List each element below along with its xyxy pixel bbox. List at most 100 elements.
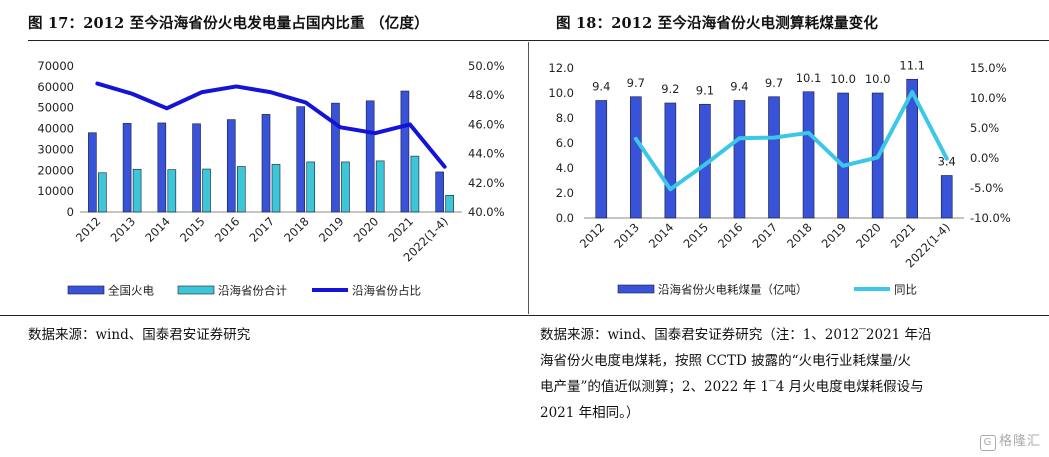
bar (296, 106, 306, 213)
x-tick-label: 2019 (316, 214, 347, 245)
bar (192, 123, 201, 213)
series-line (633, 90, 949, 192)
source-line: 2021 年相同。） (540, 405, 640, 421)
bar (306, 161, 316, 213)
figure-17-source: 数据来源：wind、国泰君安证券研究 (28, 327, 251, 343)
x-tick-label: 2015 (680, 220, 711, 251)
bar (595, 100, 608, 219)
x-tick-label: 2013 (611, 220, 642, 251)
x-tick-label: 2020 (853, 220, 884, 251)
legend-label: 沿海省份占比 (352, 284, 421, 298)
y2-tick-label: 5.0% (970, 121, 999, 135)
y2-tick-label: 42.0% (468, 176, 505, 190)
bar (768, 96, 780, 219)
bar (410, 155, 420, 213)
figure-18-source: 数据来源：wind、国泰君安证券研究（注：1、2012‾2021 年沿 海省份火… (540, 322, 932, 426)
bar (400, 90, 410, 213)
bar (940, 175, 953, 219)
x-tick-label: 2012 (577, 220, 608, 251)
x-tick-label: 2016 (715, 220, 746, 251)
bar (365, 100, 375, 213)
y2-tick-label: 15.0% (970, 61, 1007, 75)
x-tick-label: 2017 (247, 214, 278, 245)
data-label: 10.0 (830, 72, 856, 86)
data-label: 10.0 (865, 72, 891, 86)
legend-label: 沿海省份合计 (218, 284, 287, 298)
x-tick-label: 2012 (73, 214, 104, 245)
bar (630, 96, 642, 219)
y2-tick-label: 46.0% (468, 117, 505, 131)
bar (733, 100, 746, 219)
x-tick-label: 2021 (385, 214, 416, 245)
y-tick-label: 12.0 (548, 61, 574, 75)
x-tick-label: 2018 (281, 214, 312, 245)
legend-swatch (177, 285, 215, 295)
y-tick-label: 0 (67, 205, 74, 219)
legend-label: 同比 (894, 283, 917, 297)
y2-tick-label: 40.0% (468, 205, 505, 219)
data-label: 9.4 (730, 80, 748, 94)
x-tick-label: 2019 (819, 220, 850, 251)
bar (375, 160, 385, 213)
panel-divider (528, 42, 529, 314)
legend-swatch (67, 285, 105, 295)
y2-tick-label: 10.0% (970, 91, 1007, 105)
x-tick-label: 2015 (177, 214, 208, 245)
figure-17-panel: 图 17：2012 至今沿海省份火电发电量占国内比重 （亿度） 70000 600… (0, 15, 528, 343)
data-label: 9.7 (627, 76, 645, 90)
x-tick-label: 2016 (212, 214, 243, 245)
data-label: 9.7 (765, 76, 783, 90)
y-tick-label: 2.0 (556, 186, 574, 200)
figure-17-title: 图 17：2012 至今沿海省份火电发电量占国内比重 （亿度） (28, 15, 429, 32)
y-tick-label: 8.0 (556, 111, 574, 125)
legend-swatch (617, 284, 655, 294)
x-tick-label: 2014 (142, 214, 173, 245)
y2-tick-label: -10.0% (970, 211, 1011, 225)
y-tick-label: 0.0 (556, 211, 574, 225)
data-label: 3.4 (938, 155, 956, 169)
watermark-text: 格隆汇 (998, 434, 1041, 449)
bar (261, 114, 271, 213)
y-tick-label: 60000 (37, 80, 74, 94)
bar (331, 102, 340, 213)
y-tick-label: 50000 (37, 101, 74, 115)
bar (98, 172, 107, 213)
bar (88, 132, 97, 213)
y-tick-label: 40000 (37, 122, 74, 136)
title-rule (28, 40, 528, 41)
data-label: 11.1 (899, 58, 925, 72)
x-tick-label: 2017 (750, 220, 781, 251)
bar (202, 168, 211, 213)
source-line: 数据来源：wind、国泰君安证券研究（注：1、2012‾2021 年沿 (540, 327, 932, 343)
bar (341, 161, 350, 213)
y-tick-label: 70000 (37, 59, 74, 73)
data-label: 9.4 (592, 80, 610, 94)
x-tick-label: 2014 (646, 220, 677, 251)
bar (802, 91, 815, 219)
x-tick-label: 2018 (784, 220, 815, 251)
y2-tick-label: 50.0% (468, 59, 505, 73)
x-tick-label: 2013 (108, 214, 139, 245)
bar (157, 122, 167, 213)
y-tick-label: 4.0 (556, 161, 574, 175)
bar (435, 171, 444, 213)
data-label: 9.1 (696, 83, 714, 97)
legend-label: 沿海省份火电耗煤量（亿吨） (658, 283, 808, 297)
y-tick-label: 30000 (37, 142, 74, 156)
watermark-logo-icon: G (979, 435, 996, 451)
figure-18-title: 图 18：2012 至今沿海省份火电测算耗煤量变化 (556, 15, 879, 32)
figure-18-chart: 12.0 10.0 8.0 6.0 4.0 2.0 0.0 15.0% 10.0% 5.0% 0.0… (548, 58, 1011, 297)
data-label: 9.2 (661, 82, 679, 96)
y-tick-label: 6.0 (556, 136, 574, 150)
y-tick-label: 10000 (37, 184, 74, 198)
bar (167, 169, 177, 213)
bar (664, 102, 677, 219)
bar (445, 195, 454, 213)
bar (236, 166, 246, 213)
y-tick-label: 20000 (37, 163, 74, 177)
y2-tick-label: 0.0% (970, 151, 999, 165)
series-line (95, 81, 447, 169)
y-tick-label: 10.0 (548, 86, 574, 100)
title-rule (528, 40, 1049, 41)
y2-tick-label: 44.0% (468, 147, 505, 161)
